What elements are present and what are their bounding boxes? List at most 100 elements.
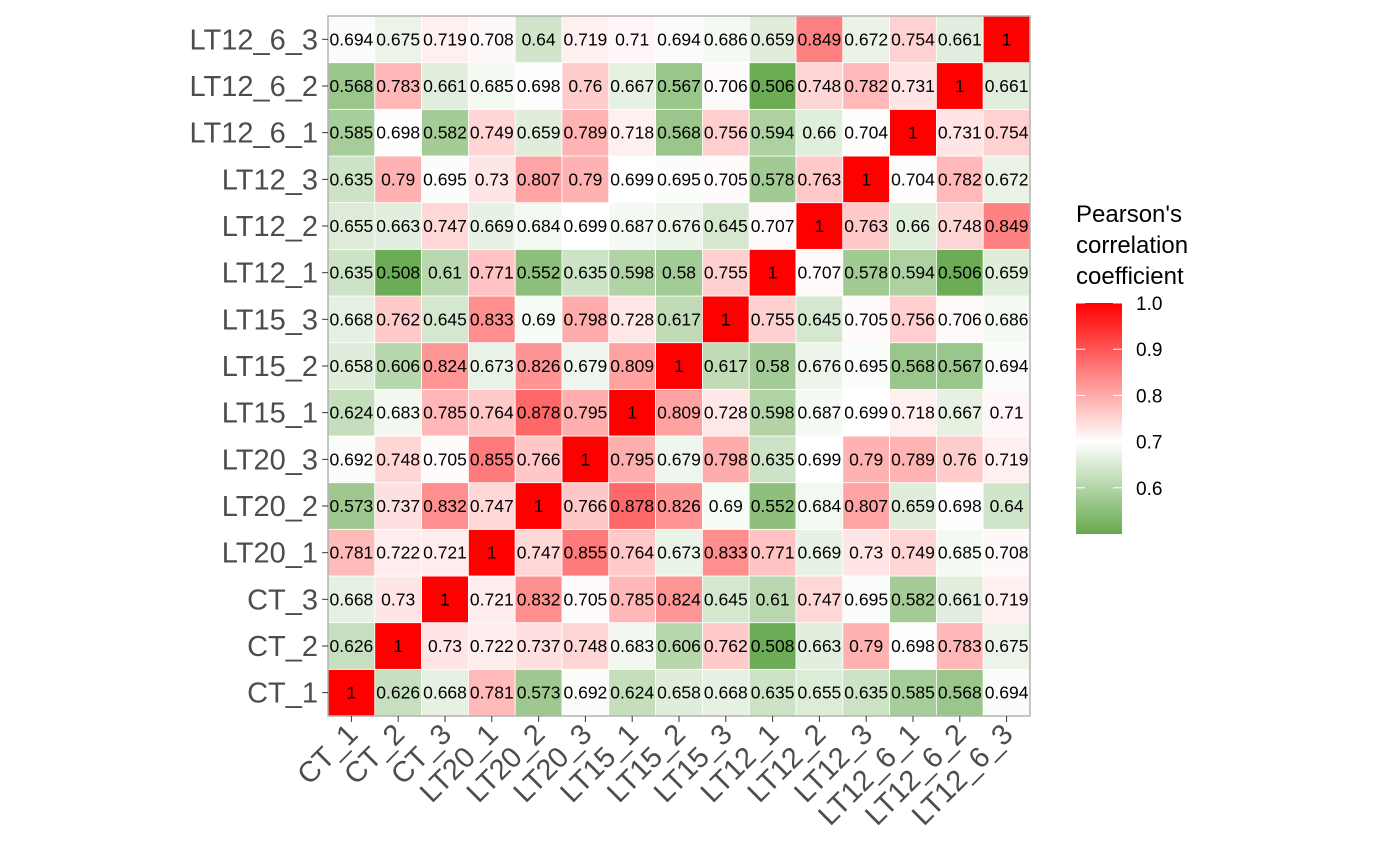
cell-value-label: 0.668 bbox=[423, 683, 467, 703]
cell-value-label: 0.782 bbox=[844, 76, 888, 96]
cell-value-label: 0.762 bbox=[704, 636, 748, 656]
heatmap-cell-LT12_6_2-CT_2 bbox=[936, 622, 984, 670]
cell-value-label: 0.645 bbox=[798, 309, 842, 329]
cell-value-label: 0.76 bbox=[943, 449, 977, 469]
heatmap-cell-LT12_6_1-CT_2 bbox=[889, 622, 937, 670]
cell-value-label: 0.719 bbox=[423, 29, 467, 49]
cell-value-label: 0.73 bbox=[475, 169, 509, 189]
cell-value-label: 0.71 bbox=[990, 403, 1024, 423]
heatmap-cell-LT20_2-LT12_6_2 bbox=[514, 62, 563, 110]
cell-value-label: 1 bbox=[534, 496, 544, 516]
heatmap-cell-CT_1-LT20_3 bbox=[327, 435, 376, 484]
cell-value-label: 0.695 bbox=[844, 589, 888, 609]
cell-value-label: 0.683 bbox=[610, 636, 654, 656]
heatmap-cell-LT12_3-LT12_6_2 bbox=[842, 62, 890, 110]
heatmap-cell-CT_2-LT12_6_3 bbox=[374, 15, 422, 64]
cell-value-label: 0.673 bbox=[657, 543, 701, 563]
y-tick-label: LT12_3 bbox=[222, 164, 318, 196]
cell-value-label: 0.755 bbox=[751, 309, 795, 329]
cell-value-label: 1 bbox=[347, 683, 357, 703]
heatmap-cell-LT20_3-LT12_6_1 bbox=[561, 108, 610, 157]
legend: Pearson's correlation coefficient 1.0 0.9 0.… bbox=[1076, 201, 1188, 534]
cell-value-label: 0.58 bbox=[662, 263, 696, 283]
cell-value-label: 0.807 bbox=[844, 496, 888, 516]
cell-value-label: 0.798 bbox=[564, 309, 608, 329]
legend-tick-label: 0.8 bbox=[1136, 386, 1162, 407]
heatmap-cell-LT12_6_2-LT20_3 bbox=[936, 435, 984, 484]
legend-tick-label: 0.7 bbox=[1136, 433, 1162, 454]
heatmap-cell-LT12_1-LT12_6_1 bbox=[748, 108, 797, 157]
heatmap-cell-LT20_2-LT15_2 bbox=[514, 342, 563, 390]
cell-value-label: 1 bbox=[487, 543, 497, 563]
y-tick-label: LT15_2 bbox=[222, 351, 318, 383]
cell-value-label: 0.783 bbox=[376, 76, 420, 96]
cell-value-label: 0.685 bbox=[470, 76, 514, 96]
heatmap-cell-LT15_2-CT_1 bbox=[655, 668, 703, 717]
heatmap-cell-LT12_6_2-LT15_1 bbox=[936, 388, 984, 437]
cell-value-label: 0.568 bbox=[891, 356, 935, 376]
heatmap-cell-LT12_6_1-LT12_6_2 bbox=[889, 62, 937, 110]
heatmap-cell-LT12_6_3-LT12_1 bbox=[982, 248, 1031, 297]
cell-value-label: 0.754 bbox=[985, 123, 1029, 143]
heatmap-cell-LT12_6_2-LT15_2 bbox=[936, 342, 984, 390]
heatmap-cell-LT15_3-LT12_6_2 bbox=[702, 62, 750, 110]
cell-value-label: 0.756 bbox=[891, 309, 935, 329]
cell-value-label: 0.698 bbox=[891, 636, 935, 656]
heatmap-cell-LT15_1-LT15_3 bbox=[608, 295, 656, 344]
heatmap-cell-LT12_3-LT15_3 bbox=[842, 295, 890, 344]
heatmap-cell-LT12_6_2-LT12_2 bbox=[936, 202, 984, 250]
cell-value-label: 1 bbox=[908, 123, 918, 143]
cell-value-label: 0.699 bbox=[798, 449, 842, 469]
heatmap-cell-LT12_2-CT_3 bbox=[795, 575, 844, 624]
heatmap-cell-LT12_6_3-CT_3 bbox=[982, 575, 1031, 624]
heatmap-cell-LT12_6_3-LT15_2 bbox=[982, 342, 1031, 390]
heatmap-cell-CT_3-CT_2 bbox=[421, 622, 469, 670]
heatmap-cell-LT12_6_1-LT20_2 bbox=[889, 482, 937, 530]
heatmap-cell-LT15_2-LT12_3 bbox=[655, 155, 703, 204]
cell-value-label: 0.635 bbox=[564, 263, 608, 283]
cell-value-label: 0.763 bbox=[844, 216, 888, 236]
cell-value-label: 0.668 bbox=[330, 589, 374, 609]
cell-value-label: 0.71 bbox=[615, 29, 649, 49]
cell-value-label: 0.655 bbox=[798, 683, 842, 703]
cell-value-label: 0.781 bbox=[330, 543, 374, 563]
heatmap-cell-CT_2-LT20_1 bbox=[374, 528, 422, 577]
cell-value-label: 0.661 bbox=[423, 76, 467, 96]
cell-value-label: 0.704 bbox=[844, 123, 888, 143]
cell-value-label: 0.692 bbox=[564, 683, 608, 703]
heatmap-cell-LT15_2-CT_2 bbox=[655, 622, 703, 670]
cell-value-label: 0.706 bbox=[704, 76, 748, 96]
heatmap-cell-LT20_3-CT_2 bbox=[561, 622, 610, 670]
cell-value-label: 0.687 bbox=[610, 216, 654, 236]
heatmap-cell-LT12_1-LT15_3 bbox=[748, 295, 797, 344]
cell-value-label: 0.695 bbox=[657, 169, 701, 189]
cell-value-label: 0.695 bbox=[844, 356, 888, 376]
heatmap-cell-LT15_1-LT15_1 bbox=[608, 388, 656, 437]
cell-value-label: 0.568 bbox=[657, 123, 701, 143]
heatmap-cell-CT_3-LT12_6_2 bbox=[421, 62, 469, 110]
heatmap-cell-LT12_1-LT12_3 bbox=[748, 155, 797, 204]
cell-value-label: 0.667 bbox=[938, 403, 982, 423]
heatmap-cell-LT20_1-CT_2 bbox=[467, 622, 516, 670]
cell-value-label: 0.833 bbox=[470, 309, 514, 329]
heatmap-cell-CT_1-CT_1 bbox=[327, 668, 376, 717]
heatmap-cell-LT12_6_1-LT15_2 bbox=[889, 342, 937, 390]
cell-value-label: 0.617 bbox=[704, 356, 748, 376]
heatmap-cell-LT20_1-LT20_1 bbox=[467, 528, 516, 577]
cell-value-label: 0.686 bbox=[704, 29, 748, 49]
cell-value-label: 0.747 bbox=[517, 543, 561, 563]
cell-value-label: 0.849 bbox=[985, 216, 1029, 236]
heatmap-cell-CT_3-LT15_2 bbox=[421, 342, 469, 390]
heatmap-cell-LT20_3-CT_1 bbox=[561, 668, 610, 717]
cell-value-label: 1 bbox=[955, 76, 965, 96]
y-axis: CT_1 CT_2 CT_3 LT20_1 LT20_2 LT20_3 LT15_1 LT15… bbox=[190, 24, 328, 710]
cell-value-label: 0.573 bbox=[517, 683, 561, 703]
y-tick-label: LT12_2 bbox=[222, 211, 318, 243]
cell-value-label: 0.645 bbox=[423, 309, 467, 329]
cell-value-label: 0.766 bbox=[517, 449, 561, 469]
cell-value-label: 0.771 bbox=[751, 543, 795, 563]
cell-value-label: 0.606 bbox=[376, 356, 420, 376]
cell-value-label: 0.695 bbox=[423, 169, 467, 189]
cell-value-label: 0.755 bbox=[704, 263, 748, 283]
cell-value-label: 0.684 bbox=[798, 496, 842, 516]
